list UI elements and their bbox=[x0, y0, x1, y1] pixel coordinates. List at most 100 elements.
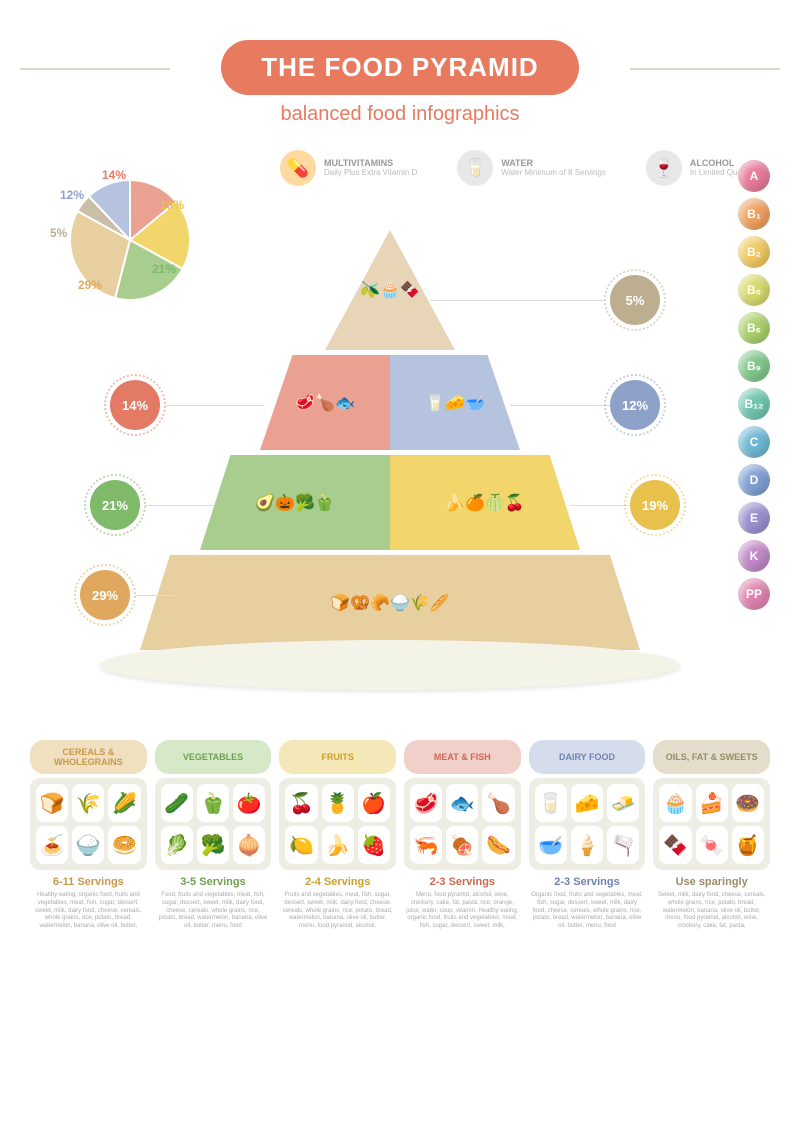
pie-label: 29% bbox=[78, 278, 102, 292]
supplement-head: WATER bbox=[501, 158, 606, 168]
food-cell: 🍅 bbox=[233, 784, 265, 822]
food-cell: 🍗 bbox=[482, 784, 514, 822]
category-desc: Food, fruits and vegetables, meat, fish,… bbox=[155, 892, 272, 931]
category-box: 🍒🍍🍎🍋🍌🍓 bbox=[279, 778, 396, 870]
percent-badge: 21% bbox=[90, 480, 140, 530]
vitamin-badge: B₉ bbox=[738, 350, 770, 382]
food-icon: 🍫 bbox=[400, 280, 420, 300]
vitamin-badge: PP bbox=[738, 578, 770, 610]
food-cell: 🥒 bbox=[161, 784, 193, 822]
supplement-icon: 🍷 bbox=[646, 150, 682, 186]
food-icon: 🥛 bbox=[425, 393, 445, 413]
food-cell: 🧁 bbox=[659, 784, 691, 822]
supplement-icon: 🥛 bbox=[457, 150, 493, 186]
category-head: DAIRY FOOD bbox=[529, 740, 646, 774]
connector-line bbox=[430, 300, 605, 301]
category-column: CEREALS & WHOLEGRAINS 🍞🌾🌽🍝🍚🥯 6-11 Servin… bbox=[30, 740, 147, 931]
supplement-head: MULTIVITAMINS bbox=[324, 158, 417, 168]
main-title: THE FOOD PYRAMID bbox=[221, 40, 578, 95]
category-column: FRUITS 🍒🍍🍎🍋🍌🍓 2-4 Servings Fruits and ve… bbox=[279, 740, 396, 931]
category-servings: 2-3 Servings bbox=[529, 876, 646, 888]
percent-badge: 14% bbox=[110, 380, 160, 430]
food-cell: 🍎 bbox=[358, 784, 390, 822]
category-servings: 3-5 Servings bbox=[155, 876, 272, 888]
category-box: 🥩🐟🍗🦐🍖🌭 bbox=[404, 778, 521, 870]
food-icon: 🍌 bbox=[445, 493, 465, 513]
food-icon: 🥑 bbox=[255, 493, 275, 513]
food-cell: 🍌 bbox=[322, 826, 354, 864]
food-icon: 🥩 bbox=[295, 393, 315, 413]
food-cell: 🥣 bbox=[535, 826, 567, 864]
food-cell: 🌭 bbox=[482, 826, 514, 864]
category-servings: 2-3 Servings bbox=[404, 876, 521, 888]
food-cell: 🍍 bbox=[322, 784, 354, 822]
category-column: DAIRY FOOD 🥛🧀🧈🥣🍦🫗 2-3 Servings Organic f… bbox=[529, 740, 646, 931]
supplement-text: Water Minimum of 8 Servings bbox=[501, 168, 606, 178]
pyramid-segment: 🍌 🍊 🍈 🍒 bbox=[390, 455, 580, 550]
food-icon: 🧀 bbox=[445, 393, 465, 413]
category-desc: Healthy eating, organic food, fruits and… bbox=[30, 892, 147, 931]
category-column: OILS, FAT & SWEETS 🧁🍰🍩🍫🍬🍯 Use sparingly … bbox=[653, 740, 770, 931]
pie-label: 14% bbox=[102, 168, 126, 182]
supplement-item: 🥛 WATER Water Minimum of 8 Servings bbox=[457, 150, 606, 186]
food-cell: 🍒 bbox=[285, 784, 317, 822]
food-cell: 🥩 bbox=[410, 784, 442, 822]
connector-line bbox=[570, 505, 630, 506]
percent-badge: 5% bbox=[610, 275, 660, 325]
food-cell: 🍓 bbox=[358, 826, 390, 864]
connector-line bbox=[510, 405, 610, 406]
supplement-row: 💊 MULTIVITAMINS Daily Plus Extra Vitamin… bbox=[280, 150, 763, 186]
food-icon: 🥦 bbox=[295, 493, 315, 513]
pyramid-segment: 🥩 🍗 🐟 bbox=[260, 355, 390, 450]
food-cell: 🍞 bbox=[36, 784, 68, 822]
vitamin-badge: B₅ bbox=[738, 274, 770, 306]
pyramid-tier: 🍞 🥨 🥐 🍚 🌾 🥖 bbox=[140, 555, 640, 650]
category-box: 🥛🧀🧈🥣🍦🫗 bbox=[529, 778, 646, 870]
category-servings: 2-4 Servings bbox=[279, 876, 396, 888]
category-desc: Organic food, fruits and vegetables, mea… bbox=[529, 892, 646, 931]
vitamin-badge: B₂ bbox=[738, 236, 770, 268]
food-icon: 🍊 bbox=[465, 493, 485, 513]
food-cell: 🥯 bbox=[108, 826, 140, 864]
title-rule-right bbox=[630, 68, 780, 70]
pyramid-segment: 🫒 🧁 🍫 bbox=[325, 230, 455, 350]
food-cell: 🌽 bbox=[108, 784, 140, 822]
food-icon: 🐟 bbox=[335, 393, 355, 413]
food-icon: 🥐 bbox=[370, 593, 390, 613]
food-cell: 🫑 bbox=[197, 784, 229, 822]
food-cell: 🍖 bbox=[446, 826, 478, 864]
food-cell: 🍬 bbox=[696, 826, 728, 864]
pie-label: 12% bbox=[60, 188, 84, 202]
food-cell: 🥛 bbox=[535, 784, 567, 822]
food-cell: 🥬 bbox=[161, 826, 193, 864]
food-icon: 🍞 bbox=[330, 593, 350, 613]
food-icon: 🍚 bbox=[390, 593, 410, 613]
subtitle: balanced food infographics bbox=[0, 103, 800, 126]
connector-line bbox=[135, 595, 175, 596]
category-head: OILS, FAT & SWEETS bbox=[653, 740, 770, 774]
vitamin-badge: D bbox=[738, 464, 770, 496]
pie-label: 19% bbox=[160, 198, 184, 212]
food-icon: 🫒 bbox=[360, 280, 380, 300]
category-column: MEAT & FISH 🥩🐟🍗🦐🍖🌭 2-3 Servings Menu, fo… bbox=[404, 740, 521, 931]
title-section: THE FOOD PYRAMID balanced food infograph… bbox=[0, 0, 800, 126]
food-cell: 🐟 bbox=[446, 784, 478, 822]
vitamin-badge: E bbox=[738, 502, 770, 534]
food-icon: 🍒 bbox=[505, 493, 525, 513]
pyramid-tier: 🥩 🍗 🐟🥛 🧀 🥣 bbox=[260, 355, 520, 450]
category-servings: Use sparingly bbox=[653, 876, 770, 888]
pie-label: 5% bbox=[50, 226, 67, 240]
category-desc: Fruits and vegetables, meat, fish, sugar… bbox=[279, 892, 396, 931]
category-box: 🧁🍰🍩🍫🍬🍯 bbox=[653, 778, 770, 870]
supplement-icon: 💊 bbox=[280, 150, 316, 186]
food-cell: 🍚 bbox=[72, 826, 104, 864]
food-cell: 🧀 bbox=[571, 784, 603, 822]
pyramid-segment: 🥑 🎃 🥦 🫑 bbox=[200, 455, 390, 550]
category-head: MEAT & FISH bbox=[404, 740, 521, 774]
category-box: 🥒🫑🍅🥬🥦🧅 bbox=[155, 778, 272, 870]
food-icon: 🎃 bbox=[275, 493, 295, 513]
vitamin-badge: B₁₂ bbox=[738, 388, 770, 420]
plate bbox=[100, 640, 680, 690]
vitamin-badge: A bbox=[738, 160, 770, 192]
category-desc: Menu, food pyramid, alcohol, wine, crock… bbox=[404, 892, 521, 931]
